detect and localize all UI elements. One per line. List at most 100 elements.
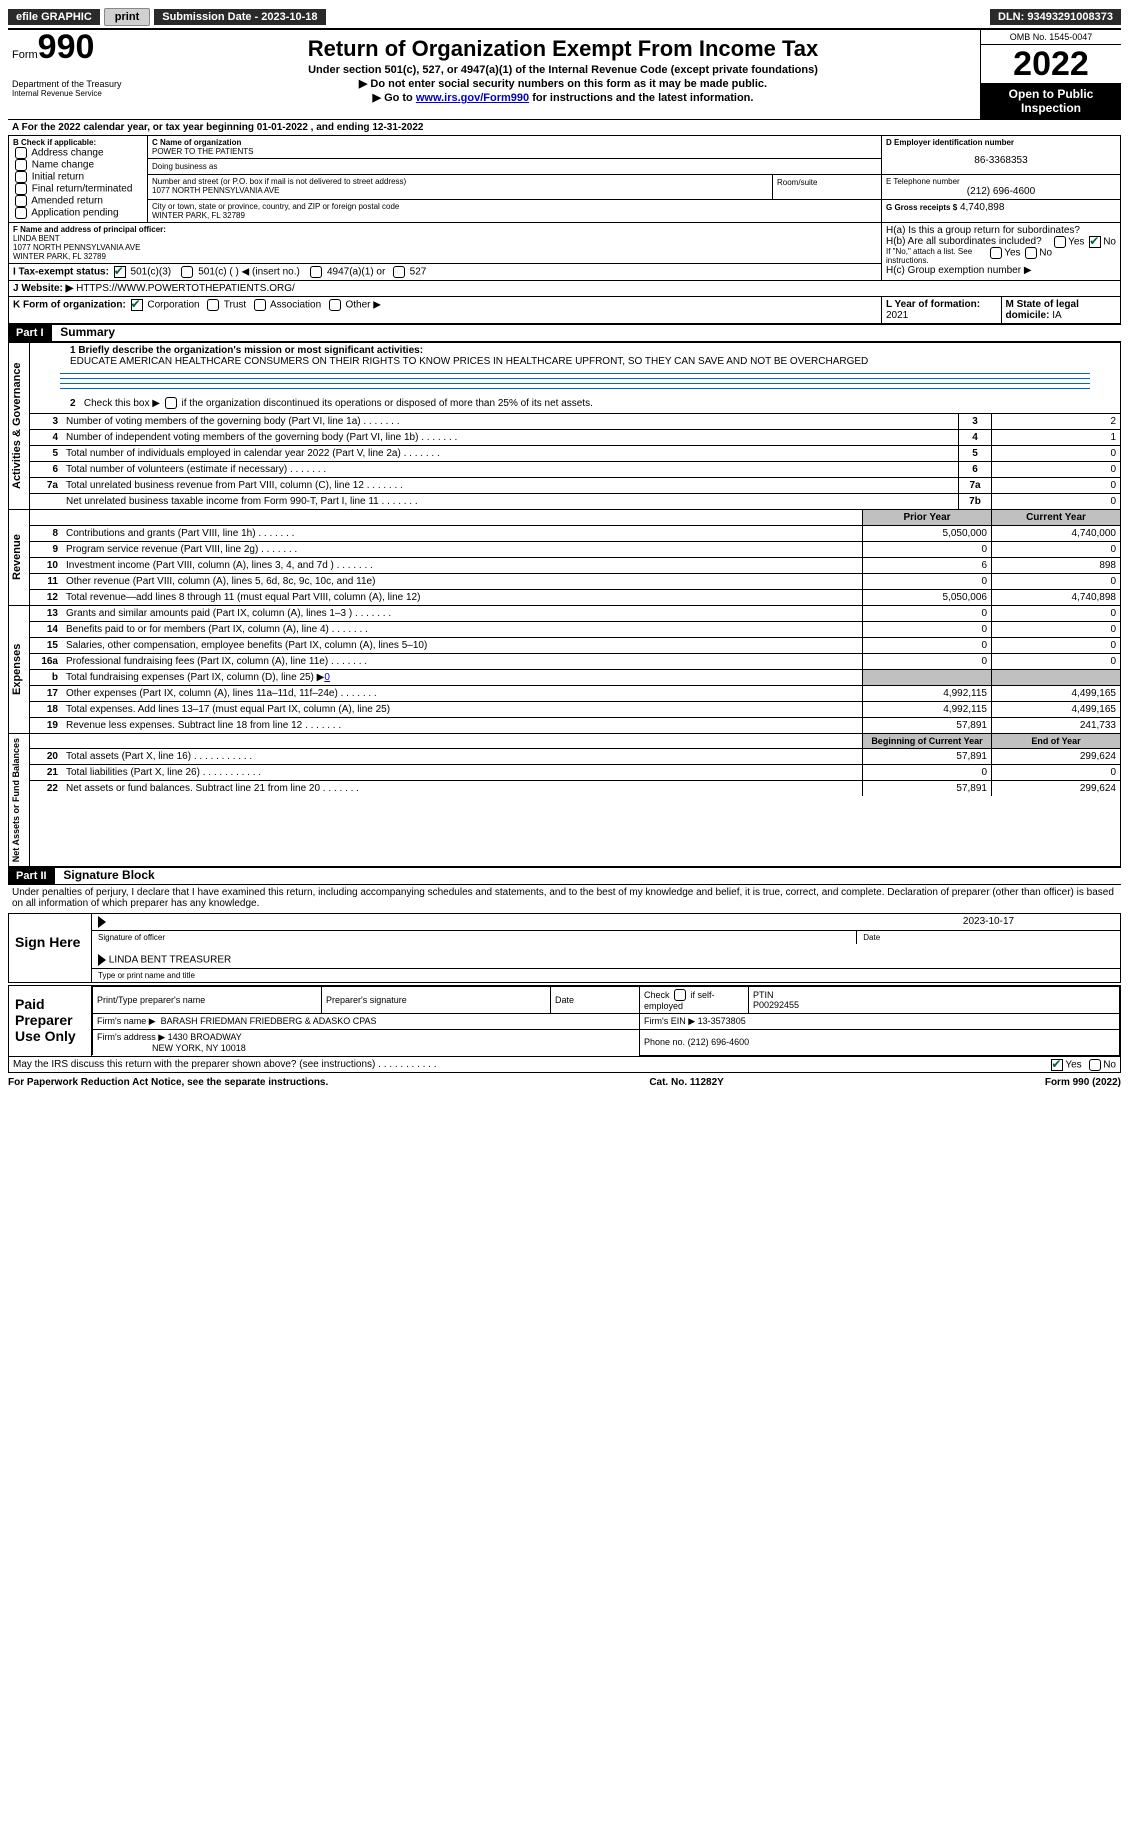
v7a: 0 (992, 478, 1121, 494)
side-net: Net Assets or Fund Balances (9, 734, 30, 866)
p13: 0 (863, 606, 992, 622)
prep-date-label: Date (551, 987, 640, 1014)
org-name-label: C Name of organization (152, 138, 877, 147)
check-trust[interactable] (207, 299, 219, 311)
v7b: 0 (992, 494, 1121, 510)
declaration: Under penalties of perjury, I declare th… (8, 885, 1121, 911)
gross-value: 4,740,898 (960, 202, 1005, 213)
check-pending[interactable]: Application pending (13, 207, 143, 219)
p16a: 0 (863, 654, 992, 670)
side-activities: Activities & Governance (9, 343, 30, 509)
form-title: Return of Organization Exempt From Incom… (150, 36, 976, 62)
check-initial[interactable]: Initial return (13, 171, 143, 183)
c14: 0 (992, 622, 1121, 638)
c16a: 0 (992, 654, 1121, 670)
p9: 0 (863, 542, 992, 558)
p18: 4,992,115 (863, 702, 992, 718)
p20: 57,891 (863, 749, 992, 765)
top-bar: efile GRAPHIC print Submission Date - 20… (8, 8, 1121, 26)
c18: 4,499,165 (992, 702, 1121, 718)
omb-number: OMB No. 1545-0047 (981, 30, 1121, 45)
c17: 4,499,165 (992, 686, 1121, 702)
c11: 0 (992, 574, 1121, 590)
check-corp[interactable] (131, 299, 143, 311)
year-formation-label: L Year of formation: (886, 299, 980, 310)
check-address[interactable]: Address change (13, 147, 143, 159)
c13: 0 (992, 606, 1121, 622)
check-name[interactable]: Name change (13, 159, 143, 171)
p19: 57,891 (863, 718, 992, 734)
subtitle-3: ▶ Go to www.irs.gov/Form990 for instruct… (150, 91, 976, 104)
state-value: IA (1052, 310, 1061, 321)
part1-header: Part I (8, 325, 52, 341)
org-name: POWER TO THE PATIENTS (152, 147, 877, 156)
p10: 6 (863, 558, 992, 574)
print-name-label: Type or print name and title (92, 968, 1120, 982)
form-number: 990 (38, 28, 95, 66)
efile-tag: efile GRAPHIC (8, 9, 100, 25)
check-assoc[interactable] (254, 299, 266, 311)
check-other[interactable] (329, 299, 341, 311)
hc-row: H(c) Group exemption number ▶ (886, 265, 1116, 276)
p8: 5,050,000 (863, 526, 992, 542)
check-4947[interactable] (310, 266, 322, 278)
date-label: Date (856, 931, 1120, 944)
dept-treasury: Department of the Treasury (12, 79, 142, 89)
c9: 0 (992, 542, 1121, 558)
p11: 0 (863, 574, 992, 590)
l1-label: 1 Briefly describe the organization's mi… (70, 345, 423, 356)
c12: 4,740,898 (992, 590, 1121, 606)
ptin-value: P00292455 (753, 1000, 799, 1010)
part2-header: Part II (8, 868, 55, 884)
officer-name: LINDA BENT (13, 234, 877, 243)
arrow-icon (98, 954, 106, 966)
irs-link[interactable]: www.irs.gov/Form990 (416, 92, 529, 104)
form-org-label: K Form of organization: (13, 300, 126, 311)
year-formation: 2021 (886, 310, 908, 321)
discuss-yes[interactable] (1051, 1059, 1063, 1071)
c22: 299,624 (992, 781, 1121, 797)
ha-no[interactable] (1089, 236, 1101, 248)
arrow-icon (98, 916, 106, 928)
netassets-section: Net Assets or Fund Balances Beginning of… (8, 734, 1121, 867)
p17: 4,992,115 (863, 686, 992, 702)
p21: 0 (863, 765, 992, 781)
footer-mid: Cat. No. 11282Y (649, 1077, 723, 1088)
info-table: B Check if applicable: Address change Na… (8, 135, 1121, 324)
city-label: City or town, state or province, country… (152, 202, 877, 211)
p22: 57,891 (863, 781, 992, 797)
c15: 0 (992, 638, 1121, 654)
firm-name: BARASH FRIEDMAN FRIEDBERG & ADASKO CPAS (161, 1016, 377, 1026)
officer-addr1: 1077 NORTH PENNSYLVANIA AVE (13, 243, 877, 252)
hb-yes[interactable] (990, 247, 1002, 259)
prep-name-label: Print/Type preparer's name (93, 987, 322, 1014)
firm-ein: 13-3573805 (698, 1016, 746, 1026)
ein-value: 86-3368353 (886, 155, 1116, 166)
prep-check[interactable]: Check if self-employed (640, 987, 749, 1014)
check-527[interactable] (393, 266, 405, 278)
dln: DLN: 93493291008373 (990, 9, 1121, 25)
preparer-label: Paid Preparer Use Only (9, 986, 91, 1056)
check-501c3[interactable] (114, 266, 126, 278)
website-value: HTTPS://WWW.POWERTOTHEPATIENTS.ORG/ (76, 283, 295, 294)
check-501c[interactable] (181, 266, 193, 278)
hb-no[interactable] (1025, 247, 1037, 259)
print-button[interactable]: print (104, 8, 150, 26)
side-expenses: Expenses (9, 606, 30, 733)
line-a: A For the 2022 calendar year, or tax yea… (8, 119, 1121, 135)
rule-line (60, 378, 1090, 379)
phone-label: E Telephone number (886, 177, 1116, 186)
footer-left: For Paperwork Reduction Act Notice, see … (8, 1077, 328, 1088)
check-amended[interactable]: Amended return (13, 195, 143, 207)
street-value: 1077 NORTH PENNSYLVANIA AVE (152, 186, 768, 195)
firm-addr2: NEW YORK, NY 10018 (152, 1043, 246, 1053)
footer-right: Form 990 (2022) (1045, 1077, 1121, 1088)
check-final[interactable]: Final return/terminated (13, 183, 143, 195)
l2: 2 Check this box ▶ if the organization d… (70, 398, 593, 409)
discuss-no[interactable] (1089, 1059, 1101, 1071)
c20: 299,624 (992, 749, 1121, 765)
tax-year: 2022 (981, 45, 1121, 83)
ha-yes[interactable] (1054, 236, 1066, 248)
rule-line (60, 373, 1090, 374)
revenue-section: Revenue Prior YearCurrent Year 8Contribu… (8, 510, 1121, 606)
